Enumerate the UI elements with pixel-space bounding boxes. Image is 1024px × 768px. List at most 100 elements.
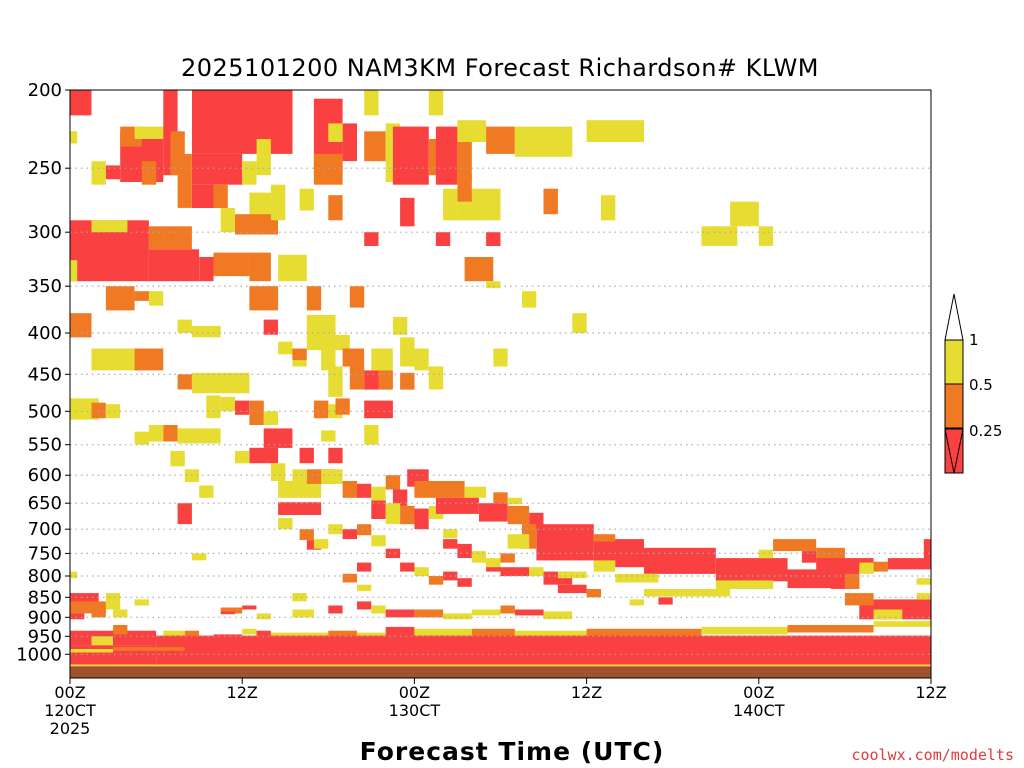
heatmap-cell	[414, 508, 429, 530]
heatmap-cell	[364, 400, 393, 419]
x-tick-label: 130CT	[389, 701, 441, 720]
heatmap-cell	[177, 319, 192, 333]
heatmap-cell	[242, 605, 257, 610]
heatmap-cell	[873, 621, 931, 627]
heatmap-cell	[844, 573, 860, 589]
heatmap-cell	[220, 607, 243, 614]
heatmap-cell	[471, 609, 501, 616]
heatmap-cell	[342, 123, 357, 162]
heatmap-cell	[242, 628, 257, 635]
heatmap-cell	[486, 558, 501, 568]
credit-text: coolwx.com/modelts	[851, 746, 1014, 764]
y-tick-label: 700	[28, 519, 62, 540]
heatmap-cell	[414, 609, 444, 618]
heatmap-cell	[400, 197, 415, 227]
x-axis-label: Forecast Time (UTC)	[360, 737, 665, 766]
heatmap-cell	[859, 562, 874, 574]
chart-title: 2025101200 NAM3KM Forecast Richardson# K…	[181, 54, 819, 82]
y-axis: 200 250 300 350 400 450 500 550 600 650 700 7508008…	[16, 80, 70, 665]
heatmap-cell	[543, 611, 573, 620]
heatmap-cell	[873, 609, 903, 620]
heatmap-cell	[249, 286, 279, 311]
heatmap-cell	[507, 497, 523, 505]
heatmap-cell	[400, 337, 415, 367]
heatmap-cell	[91, 220, 128, 233]
x-tick-label: 12Z	[571, 683, 602, 702]
heatmap-cell	[443, 529, 458, 539]
heatmap-cell	[177, 374, 192, 390]
heatmap-cell	[357, 632, 386, 639]
heatmap-cell	[493, 348, 508, 367]
heatmap-cell	[844, 593, 874, 606]
heatmap-cell	[392, 126, 429, 185]
heatmap-cell	[414, 481, 465, 498]
heatmap-cell	[292, 609, 314, 618]
heatmap-cell	[428, 576, 444, 585]
heatmap-cell	[70, 313, 92, 338]
heatmap-cell	[292, 469, 307, 484]
heatmap-cell	[443, 188, 458, 221]
heatmap-cell	[349, 286, 365, 308]
heatmap-cell	[435, 232, 451, 246]
heatmap-cell	[148, 226, 192, 250]
heatmap-cell	[213, 252, 250, 277]
y-tick-label: 200	[28, 80, 62, 101]
heatmap-cell	[916, 578, 931, 585]
heatmap-cell	[435, 126, 458, 185]
heatmap-cell	[148, 249, 200, 282]
heatmap-cell	[400, 562, 415, 572]
heatmap-cell	[199, 485, 214, 498]
heatmap-cell	[70, 131, 78, 144]
heatmap-cell	[464, 486, 487, 498]
heatmap-cell	[278, 518, 293, 530]
y-tick-label: 650	[28, 493, 62, 514]
heatmap-cell	[328, 447, 343, 464]
heatmap-cell	[299, 447, 314, 464]
heatmap-cell	[500, 567, 530, 577]
heatmap-cell	[141, 161, 157, 185]
heatmap-cell	[615, 573, 659, 583]
y-tick-label: 450	[28, 364, 62, 385]
y-tick-label: 350	[28, 276, 62, 297]
heatmap-cell	[192, 153, 243, 185]
heatmap-cell	[328, 630, 357, 637]
heatmap-cell	[321, 348, 336, 371]
heatmap-cell	[213, 184, 228, 208]
x-tick-label: 00Z	[399, 683, 430, 702]
heatmap-cell	[479, 503, 508, 522]
heatmap-cell	[658, 597, 673, 605]
heatmap-cell	[134, 291, 149, 301]
heatmap-cell	[371, 500, 386, 519]
heatmap-cell	[91, 605, 106, 618]
heatmap-cell	[91, 348, 142, 371]
x-tick-label: 12Z	[915, 683, 946, 702]
legend-swatch	[944, 339, 964, 385]
heatmap-cell	[500, 605, 515, 614]
heatmap-cell	[192, 325, 221, 338]
heatmap-cell	[557, 584, 587, 594]
heatmap-cell	[163, 425, 178, 442]
heatmap-cell	[801, 551, 817, 563]
heatmap-cell	[170, 451, 185, 467]
heatmap-cell	[105, 404, 121, 419]
y-tick-label: 600	[28, 465, 62, 486]
heatmap-cell	[156, 635, 932, 665]
heatmap-cell	[385, 548, 401, 559]
heatmap-cell	[342, 573, 357, 583]
heatmap-cell	[457, 120, 487, 142]
heatmap-cell	[443, 539, 458, 549]
heatmap-cell	[249, 400, 264, 425]
heatmap-cell	[292, 348, 307, 361]
heatmap-cell	[514, 609, 544, 616]
heatmap-cell	[249, 252, 271, 282]
heatmap-cell	[278, 481, 322, 498]
heatmap-cell	[91, 402, 106, 419]
heatmap-cell	[270, 632, 329, 639]
heatmap-cell	[486, 281, 501, 289]
heatmap-cell	[586, 628, 702, 637]
heatmap-cell	[349, 366, 365, 390]
legend-label: 0.25	[969, 422, 1002, 440]
heatmap-cell	[500, 553, 515, 563]
y-tick-label: 850	[28, 587, 62, 608]
